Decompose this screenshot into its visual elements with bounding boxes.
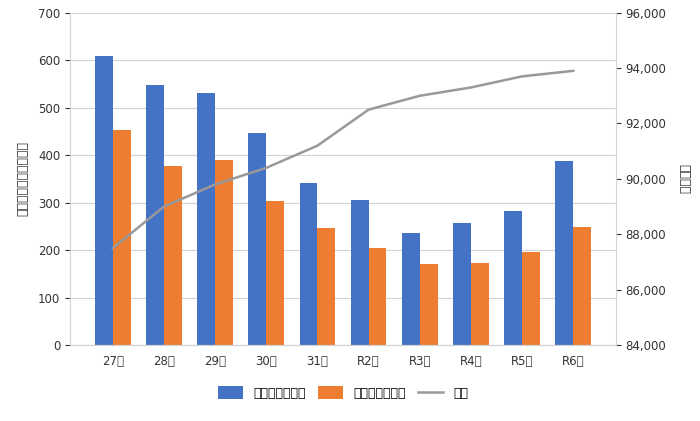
- Bar: [402, 233, 420, 345]
- 人口: [108, 246, 117, 251]
- Bar: [300, 183, 317, 345]
- 人口: [160, 204, 168, 209]
- Bar: [522, 252, 540, 345]
- Bar: [555, 161, 573, 345]
- Legend: 刑法犯認知件数, 窃盗犯認知件数, 人口: 刑法犯認知件数, 窃盗犯認知件数, 人口: [213, 381, 473, 405]
- Bar: [504, 211, 522, 345]
- Bar: [164, 166, 182, 345]
- Bar: [471, 264, 489, 345]
- Y-axis label: （人口）: （人口）: [678, 164, 691, 194]
- 人口: [211, 182, 219, 187]
- Bar: [266, 201, 284, 345]
- 人口: [365, 107, 373, 112]
- 人口: [262, 165, 270, 171]
- Bar: [453, 223, 471, 345]
- Bar: [420, 264, 438, 345]
- Bar: [113, 131, 131, 345]
- 人口: [416, 93, 424, 99]
- 人口: [518, 74, 526, 79]
- Bar: [317, 228, 335, 345]
- Bar: [146, 85, 164, 345]
- Bar: [351, 200, 369, 345]
- Bar: [369, 248, 386, 345]
- Bar: [215, 160, 233, 345]
- Bar: [94, 56, 113, 345]
- 人口: [467, 85, 475, 90]
- Bar: [197, 93, 215, 345]
- Bar: [573, 227, 592, 345]
- 人口: [313, 143, 321, 148]
- Line: 人口: 人口: [113, 71, 573, 248]
- Bar: [248, 133, 266, 345]
- 人口: [569, 68, 577, 73]
- Y-axis label: 刑法犯認知件数（件）: 刑法犯認知件数（件）: [17, 141, 29, 216]
